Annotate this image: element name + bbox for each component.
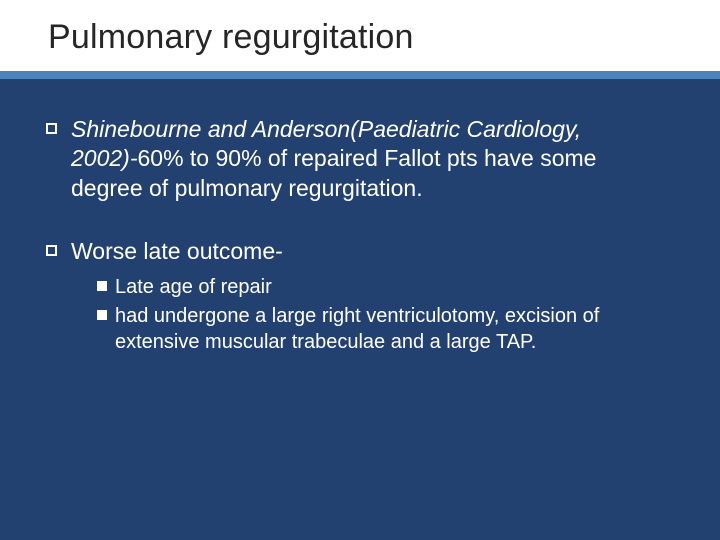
slide-header: Pulmonary regurgitation	[0, 0, 720, 79]
square-filled-bullet-icon	[97, 310, 107, 320]
slide-content: Shinebourne and Anderson(Paediatric Card…	[0, 79, 720, 360]
sub-bullet-text: had undergone a large right ventriculoto…	[115, 304, 674, 355]
square-bullet-icon	[46, 245, 57, 256]
sub-bullet-item: Late age of repair	[97, 275, 674, 301]
sub-bullet-text: Late age of repair	[115, 275, 272, 301]
square-bullet-icon	[46, 123, 57, 134]
bullet-rest: 60% to 90% of repaired Fallot pts have s…	[71, 145, 596, 200]
bullet-text: Worse late outcome- Late age of repair h…	[71, 237, 674, 359]
square-filled-bullet-icon	[97, 281, 107, 291]
bullet-main: Worse late outcome-	[71, 238, 283, 264]
sub-bullet-item: had undergone a large right ventriculoto…	[97, 304, 674, 355]
bullet-item: Worse late outcome- Late age of repair h…	[46, 237, 674, 359]
bullet-item: Shinebourne and Anderson(Paediatric Card…	[46, 115, 674, 203]
slide-title: Pulmonary regurgitation	[48, 18, 720, 57]
sub-bullet-list: Late age of repair had undergone a large…	[71, 275, 674, 356]
bullet-text: Shinebourne and Anderson(Paediatric Card…	[71, 115, 674, 203]
slide: Pulmonary regurgitation Shinebourne and …	[0, 0, 720, 540]
